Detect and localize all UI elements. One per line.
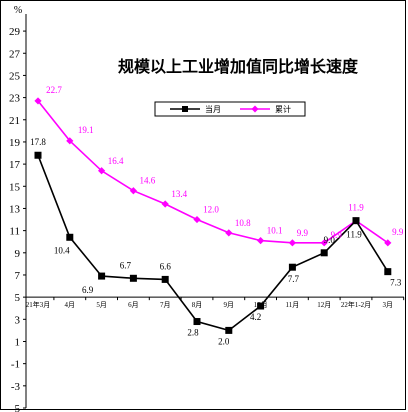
series-line-cumulative <box>37 100 389 244</box>
data-label-monthly: 6.6 <box>160 261 172 271</box>
data-label-cumulative: 16.4 <box>108 156 124 166</box>
y-tick-label: 13 <box>9 203 21 215</box>
data-label-cumulative: 10.8 <box>235 218 251 228</box>
monthly-point <box>257 302 265 310</box>
x-tick-label: 21年3月 <box>26 300 51 309</box>
cumulative-point <box>161 200 169 208</box>
data-label-cumulative: 22.7 <box>46 85 62 95</box>
y-tick-label: 27 <box>9 48 21 60</box>
y-tick-label: -1 <box>11 359 20 371</box>
series-line-monthly <box>37 154 389 332</box>
cumulative-point <box>225 229 233 237</box>
x-tick-label: 8月 <box>192 301 203 309</box>
monthly-point <box>34 151 42 159</box>
legend-box <box>154 101 306 117</box>
chart-title: 规模以上工业增加值同比增长速度 <box>118 57 359 76</box>
monthly-point <box>288 263 296 271</box>
data-label-monthly: 7.7 <box>288 274 300 284</box>
cumulative-point <box>129 187 137 195</box>
data-label-monthly: 2.0 <box>218 336 230 346</box>
x-tick-label: 11月 <box>286 301 300 309</box>
data-label-monthly: 6.7 <box>120 260 132 270</box>
x-tick-label: 6月 <box>128 301 139 309</box>
data-label-cumulative: 14.6 <box>140 176 156 186</box>
cumulative-point <box>193 215 201 224</box>
x-tick-label: 5月 <box>96 301 107 309</box>
data-label-monthly: 2.8 <box>187 328 199 338</box>
y-tick-label: 1 <box>15 336 21 348</box>
data-label-monthly: 11.9 <box>346 230 362 240</box>
data-label-cumulative: 19.1 <box>78 125 94 135</box>
monthly-point <box>193 318 201 326</box>
data-label-cumulative: 9.9 <box>331 230 343 240</box>
y-tick-label: 3 <box>15 314 21 326</box>
legend-label-monthly: 当月 <box>205 104 221 114</box>
x-tick-label: 7月 <box>160 301 171 309</box>
legend-marker-cumulative <box>251 105 259 113</box>
cumulative-point <box>66 137 74 145</box>
x-tick-label: 9月 <box>224 301 235 309</box>
y-tick-label: 21 <box>9 115 20 127</box>
cumulative-point <box>288 239 296 247</box>
data-label-cumulative: 11.9 <box>348 203 364 213</box>
cumulative-point <box>98 167 106 175</box>
legend-label-cumulative: 累计 <box>275 104 291 114</box>
y-tick-label: 25 <box>9 70 21 82</box>
data-label-monthly: 10.4 <box>54 245 70 255</box>
data-label-cumulative: 9.9 <box>392 227 404 237</box>
y-tick-label: 11 <box>9 226 20 238</box>
cumulative-point <box>257 237 265 245</box>
monthly-point <box>352 217 360 225</box>
cumulative-point <box>320 239 328 247</box>
monthly-point <box>129 274 137 282</box>
monthly-point <box>384 268 392 276</box>
y-tick-label: 5 <box>15 292 21 304</box>
data-label-monthly: 6.9 <box>82 285 94 295</box>
y-tick-label: 15 <box>9 181 21 193</box>
x-tick-label: 22年1-2月 <box>341 300 371 309</box>
data-label-monthly: 7.3 <box>390 278 402 288</box>
y-tick-label: 17 <box>9 159 21 171</box>
cumulative-point <box>34 97 42 105</box>
data-label-monthly: 9.0 <box>324 235 336 245</box>
data-label-monthly: 17.8 <box>30 137 46 147</box>
y-tick-label: -3 <box>11 381 21 393</box>
y-axis-unit: % <box>14 5 22 16</box>
monthly-point <box>98 272 106 280</box>
y-tick-label: 19 <box>9 137 21 149</box>
x-tick-label: 4月 <box>65 301 76 309</box>
monthly-point <box>225 326 233 334</box>
data-label-cumulative: 12.0 <box>203 205 219 215</box>
data-label-cumulative: 9.9 <box>297 228 309 238</box>
y-tick-label: 9 <box>15 248 21 260</box>
y-tick-label: 29 <box>9 26 21 38</box>
data-label-monthly: 4.2 <box>250 312 261 322</box>
data-label-cumulative: 10.1 <box>267 226 283 236</box>
y-tick-label: 7 <box>15 270 21 282</box>
monthly-point <box>320 249 328 257</box>
legend-marker-monthly <box>182 106 188 112</box>
y-tick-label: 23 <box>9 93 21 105</box>
monthly-point <box>66 233 74 241</box>
data-label-cumulative: 13.4 <box>171 189 187 199</box>
x-tick-label: 12月 <box>317 301 331 309</box>
cumulative-point <box>384 239 392 247</box>
x-tick-label: 3月 <box>383 301 394 309</box>
y-tick-label: -5 <box>11 403 21 412</box>
monthly-point <box>161 275 169 283</box>
